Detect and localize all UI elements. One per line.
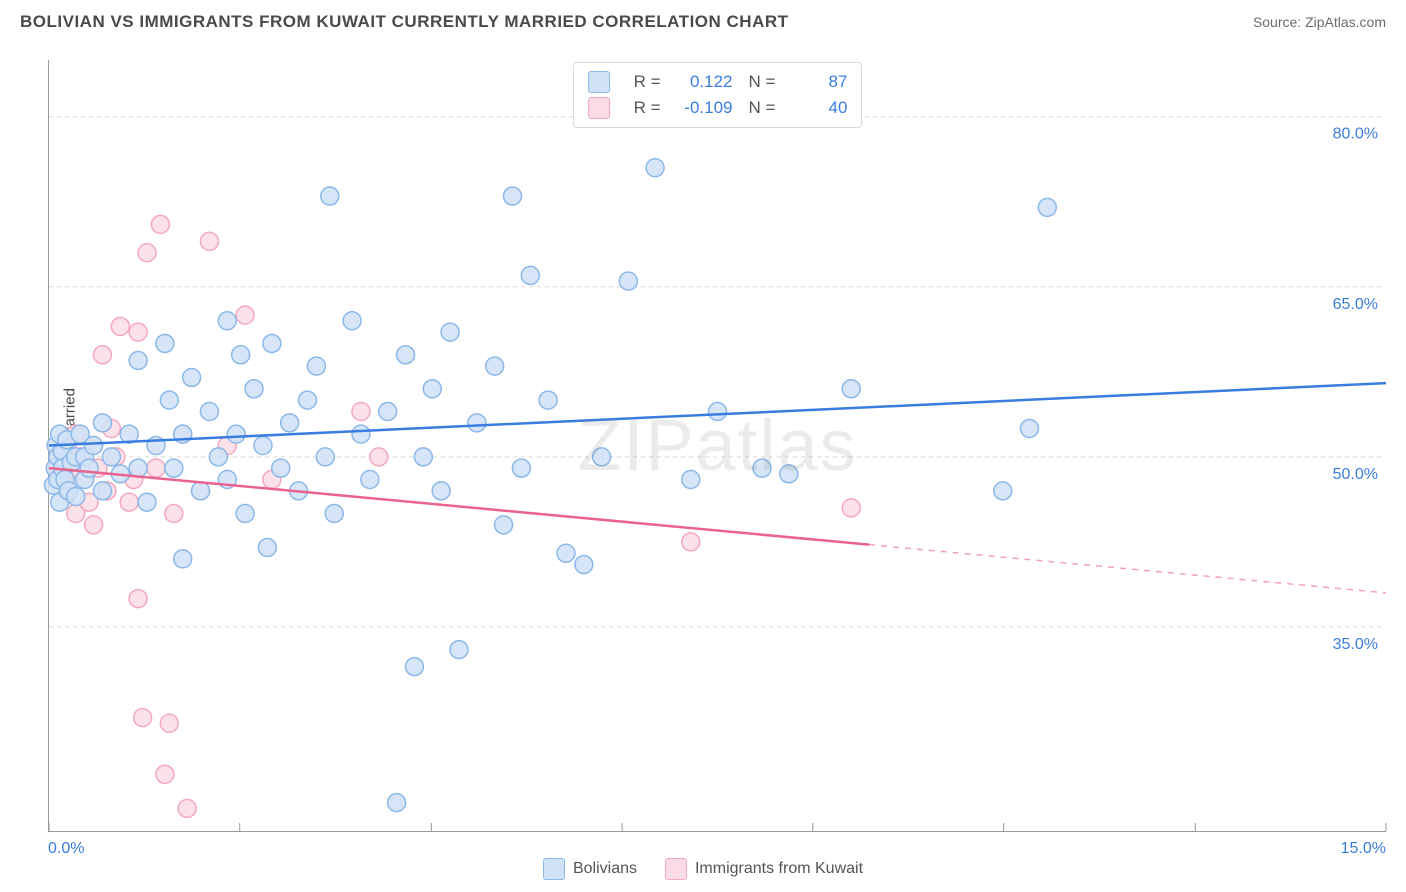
n-label: N =	[749, 98, 776, 118]
r-label: R =	[634, 72, 661, 92]
legend-label-2: Immigrants from Kuwait	[695, 860, 863, 878]
svg-text:65.0%: 65.0%	[1333, 296, 1378, 313]
legend-label-1: Bolivians	[573, 860, 637, 878]
legend-swatch-1	[543, 858, 565, 880]
svg-text:80.0%: 80.0%	[1333, 126, 1378, 143]
x-tick-label: 15.0%	[1341, 840, 1386, 858]
svg-text:50.0%: 50.0%	[1333, 466, 1378, 483]
legend-item-1: Bolivians	[543, 858, 637, 880]
chart-plot-area: 35.0%50.0%65.0%80.0% ZIPatlas R = 0.122 …	[48, 60, 1386, 832]
n-label: N =	[749, 72, 776, 92]
series-legend: Bolivians Immigrants from Kuwait	[0, 858, 1406, 880]
swatch-series-1	[588, 71, 610, 93]
chart-svg: 35.0% 50.0% 65.0% 80.0%	[49, 60, 1386, 831]
x-tick-label: 0.0%	[48, 840, 84, 858]
n-value-2: 40	[791, 98, 847, 118]
chart-title: BOLIVIAN VS IMMIGRANTS FROM KUWAIT CURRE…	[20, 12, 789, 32]
n-value-1: 87	[791, 72, 847, 92]
legend-swatch-2	[665, 858, 687, 880]
legend-item-2: Immigrants from Kuwait	[665, 858, 863, 880]
r-value-1: 0.122	[677, 72, 733, 92]
correlation-row-2: R = -0.109 N = 40	[588, 95, 848, 121]
correlation-row-1: R = 0.122 N = 87	[588, 69, 848, 95]
correlation-legend: R = 0.122 N = 87 R = -0.109 N = 40	[573, 62, 863, 128]
swatch-series-2	[588, 97, 610, 119]
r-label: R =	[634, 98, 661, 118]
svg-text:35.0%: 35.0%	[1333, 636, 1378, 653]
r-value-2: -0.109	[677, 98, 733, 118]
source-credit: Source: ZipAtlas.com	[1253, 14, 1386, 30]
